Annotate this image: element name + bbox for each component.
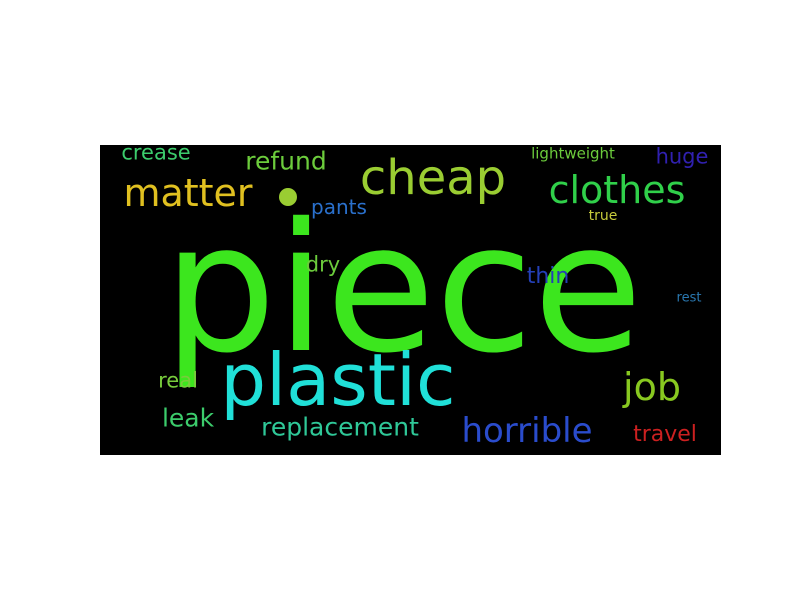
- word-dry: dry: [305, 252, 341, 277]
- word-thin: thin: [526, 264, 570, 289]
- word-true: true: [588, 208, 618, 224]
- word-pants: pants: [311, 195, 367, 219]
- dot-mark: [279, 188, 297, 206]
- word-horrible: horrible: [461, 411, 593, 451]
- word-matter: matter: [123, 171, 253, 215]
- word-clothes: clothes: [548, 168, 686, 212]
- word-piece: piece: [163, 185, 643, 392]
- word-replacement: replacement: [261, 412, 419, 442]
- word-cheap: cheap: [359, 150, 507, 206]
- word-travel: travel: [633, 422, 697, 447]
- word-real: real: [158, 368, 198, 393]
- word-refund: refund: [245, 146, 327, 176]
- word-leak: leak: [161, 403, 215, 433]
- word-cloud: piece plastic cheap clothes matter job horribl…: [100, 145, 721, 455]
- word-rest: rest: [676, 290, 702, 306]
- word-plastic: plastic: [220, 338, 456, 422]
- word-job: job: [623, 365, 681, 409]
- word-huge: huge: [655, 145, 709, 169]
- word-lightweight: lightweight: [531, 145, 615, 163]
- word-crease: crease: [121, 145, 191, 165]
